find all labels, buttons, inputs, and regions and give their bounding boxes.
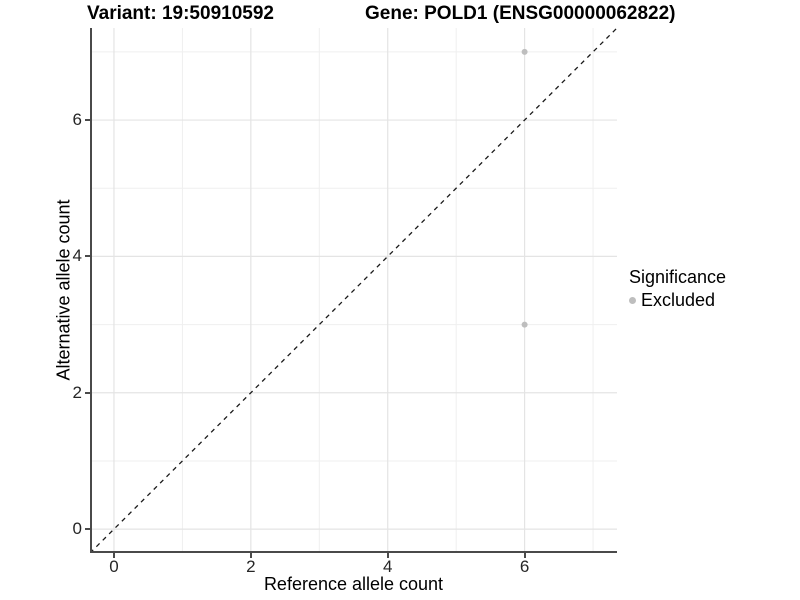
y-axis-title: Alternative allele count (53, 199, 74, 381)
data-point (521, 48, 528, 55)
data-point (521, 321, 528, 328)
y-tick-label: 6 (72, 110, 82, 130)
gene-title: Gene: POLD1 (ENSG00000062822) (365, 3, 676, 24)
x-axis-title: Reference allele count (263, 574, 444, 594)
legend-entry-excluded: Excluded (629, 290, 726, 311)
variant-title: Variant: 19:50910592 (87, 3, 274, 24)
y-tick-mark (85, 255, 90, 258)
legend-title: Significance (629, 267, 727, 287)
x-tick-label: 4 (382, 557, 393, 576)
legend: Significance Excluded (629, 266, 726, 311)
legend-entry-label: Excluded (641, 290, 716, 310)
y-tick-label: 4 (72, 246, 82, 266)
y-tick-mark (85, 119, 90, 122)
plot-panel (90, 28, 617, 553)
x-tick-mark (112, 553, 115, 558)
x-tick-mark (386, 553, 389, 558)
y-tick-mark (85, 528, 90, 531)
identity-dashed-line (90, 28, 617, 553)
y-tick-label: 2 (72, 382, 82, 402)
x-tick-label: 2 (246, 557, 256, 576)
y-tick-mark (85, 391, 90, 394)
x-tick-mark (249, 553, 252, 558)
y-tick-label: 0 (72, 519, 82, 539)
excluded-point-icon (629, 297, 636, 304)
x-tick-label: 6 (519, 557, 530, 576)
x-tick-mark (523, 553, 526, 558)
x-tick-label: 0 (109, 557, 119, 576)
plot-canvas (90, 28, 617, 553)
